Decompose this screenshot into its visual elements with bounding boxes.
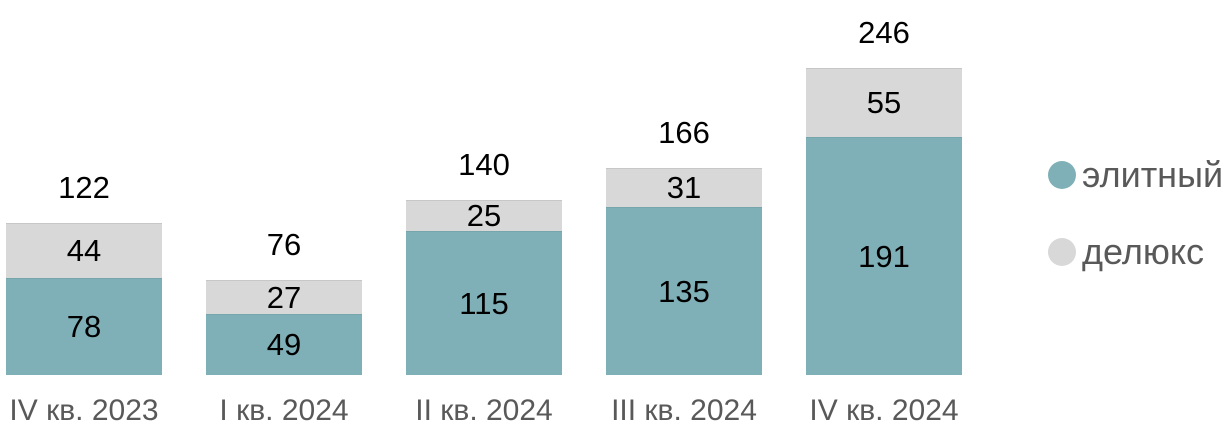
x-axis-label: II кв. 2024 — [415, 394, 553, 427]
bar-segment-elite: 78 — [6, 278, 162, 375]
legend-swatch-circle-icon — [1048, 161, 1076, 189]
bar-segment-elite: 135 — [606, 207, 762, 375]
x-axis-label: IV кв. 2024 — [809, 394, 959, 427]
segment-value-label: 191 — [858, 238, 910, 274]
bar-segment-elite: 191 — [806, 137, 962, 375]
total-label: 246 — [858, 15, 910, 50]
bar-segment-deluxe: 44 — [6, 223, 162, 278]
bar-group: 140 25 115 II кв. 2024 — [406, 0, 562, 431]
bar-segment-elite: 49 — [206, 314, 362, 375]
bar-segment-elite: 115 — [406, 231, 562, 375]
bar-segment-deluxe: 55 — [806, 68, 962, 137]
total-label: 166 — [658, 115, 710, 150]
bar-group: 246 55 191 IV кв. 2024 — [806, 0, 962, 431]
x-axis-label: I кв. 2024 — [219, 394, 349, 427]
segment-value-label: 31 — [666, 170, 702, 205]
bar-segment-deluxe: 25 — [406, 198, 562, 233]
total-label: 122 — [58, 170, 110, 205]
legend: элитный делюкс — [1048, 156, 1223, 271]
x-axis-label: III кв. 2024 — [611, 394, 757, 427]
total-label: 140 — [458, 147, 510, 182]
bar-segment-deluxe: 31 — [606, 168, 762, 207]
bar-group: 166 31 135 III кв. 2024 — [606, 0, 762, 431]
legend-swatch-circle-icon — [1048, 238, 1076, 266]
x-axis-label: IV кв. 2023 — [9, 394, 159, 427]
legend-item: элитный — [1048, 156, 1223, 194]
segment-value-label: 115 — [459, 285, 509, 321]
total-label: 76 — [266, 227, 302, 262]
legend-item: делюкс — [1048, 233, 1223, 271]
legend-label: элитный — [1082, 154, 1224, 195]
segment-value-label: 44 — [66, 233, 102, 268]
segment-value-label: 135 — [658, 273, 710, 309]
segment-value-label: 78 — [66, 309, 102, 344]
bar-segment-deluxe: 27 — [206, 279, 362, 315]
bar-group: 122 44 78 IV кв. 2023 — [6, 0, 162, 431]
legend-label: делюкс — [1082, 231, 1204, 272]
segment-value-label: 25 — [466, 198, 502, 233]
bar-group: 76 27 49 I кв. 2024 — [206, 0, 362, 431]
segment-value-label: 55 — [866, 85, 902, 120]
segment-value-label: 27 — [266, 279, 302, 315]
segment-value-label: 49 — [266, 327, 302, 362]
